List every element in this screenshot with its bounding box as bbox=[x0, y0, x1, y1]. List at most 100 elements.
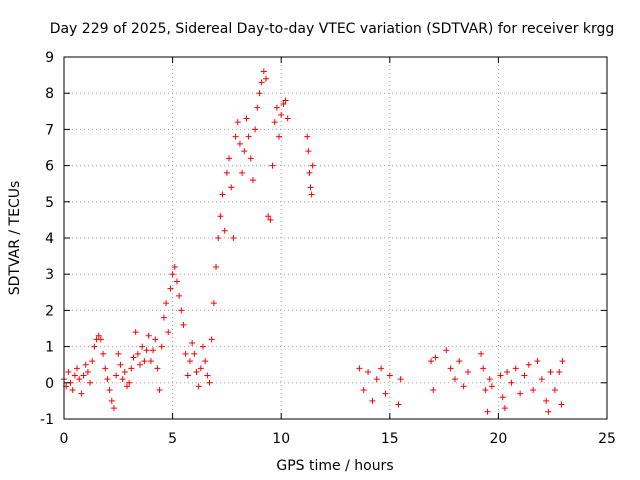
data-point bbox=[167, 285, 174, 292]
data-point bbox=[80, 372, 87, 379]
x-tick-label: 10 bbox=[272, 431, 290, 447]
data-point bbox=[484, 408, 491, 415]
data-point bbox=[241, 148, 248, 155]
data-point bbox=[110, 405, 117, 412]
data-point bbox=[228, 184, 235, 191]
data-point bbox=[176, 292, 183, 299]
data-point bbox=[456, 358, 463, 365]
data-point bbox=[119, 376, 126, 383]
data-point bbox=[551, 387, 558, 394]
data-point bbox=[521, 372, 528, 379]
data-point bbox=[200, 343, 207, 350]
data-point bbox=[180, 321, 187, 328]
data-point bbox=[232, 133, 239, 140]
data-point bbox=[360, 387, 367, 394]
data-point bbox=[488, 383, 495, 390]
data-point bbox=[217, 213, 224, 220]
data-point bbox=[525, 361, 532, 368]
data-point bbox=[171, 263, 178, 270]
data-point bbox=[309, 162, 316, 169]
data-point bbox=[447, 365, 454, 372]
data-point bbox=[173, 278, 180, 285]
data-point bbox=[501, 405, 508, 412]
data-point bbox=[78, 390, 85, 397]
data-point bbox=[206, 379, 213, 386]
data-point bbox=[543, 397, 550, 404]
data-marks bbox=[61, 68, 566, 415]
data-point bbox=[556, 368, 563, 375]
data-point bbox=[137, 361, 144, 368]
data-point bbox=[74, 365, 81, 372]
data-point bbox=[369, 397, 376, 404]
data-point bbox=[134, 350, 141, 357]
data-point bbox=[262, 75, 269, 82]
grid bbox=[64, 57, 607, 419]
data-point bbox=[104, 376, 111, 383]
x-tick-label: 0 bbox=[60, 431, 69, 447]
data-point bbox=[512, 365, 519, 372]
x-tick-label: 25 bbox=[598, 431, 616, 447]
data-point bbox=[547, 368, 554, 375]
x-tick-label: 5 bbox=[168, 431, 177, 447]
data-point bbox=[178, 307, 185, 314]
data-point bbox=[308, 191, 315, 198]
data-point bbox=[121, 368, 128, 375]
data-point bbox=[282, 97, 289, 104]
data-point bbox=[260, 68, 267, 75]
data-point bbox=[215, 235, 222, 241]
data-point bbox=[82, 361, 89, 368]
data-point bbox=[202, 358, 209, 365]
data-point bbox=[428, 358, 435, 365]
data-point bbox=[508, 379, 515, 386]
data-point bbox=[258, 79, 265, 86]
x-tick-label: 15 bbox=[381, 431, 399, 447]
data-point bbox=[223, 169, 230, 176]
data-point bbox=[219, 191, 226, 198]
data-point bbox=[386, 372, 393, 379]
data-point bbox=[243, 115, 250, 122]
data-point bbox=[193, 368, 200, 375]
data-point bbox=[69, 387, 76, 394]
data-point bbox=[106, 387, 113, 394]
data-point bbox=[497, 372, 504, 379]
data-point bbox=[443, 347, 450, 354]
data-point bbox=[451, 376, 458, 383]
data-point bbox=[102, 365, 109, 372]
data-point bbox=[365, 368, 372, 375]
data-point bbox=[382, 390, 389, 397]
data-point bbox=[210, 300, 217, 307]
y-tick-label: 4 bbox=[45, 231, 54, 247]
data-point bbox=[265, 213, 272, 220]
data-point bbox=[252, 126, 259, 133]
y-tick-label: 0 bbox=[45, 376, 54, 392]
data-point bbox=[356, 365, 363, 372]
data-point bbox=[156, 387, 163, 394]
data-point bbox=[126, 379, 133, 386]
data-point bbox=[247, 155, 254, 162]
data-point bbox=[160, 314, 167, 321]
data-point bbox=[87, 379, 94, 386]
data-point bbox=[197, 365, 204, 372]
y-tick-label: 6 bbox=[45, 159, 54, 175]
data-point bbox=[271, 119, 278, 126]
data-point bbox=[558, 401, 565, 408]
data-point bbox=[221, 227, 228, 234]
data-point bbox=[373, 376, 380, 383]
y-tick-label: 3 bbox=[45, 267, 54, 283]
data-point bbox=[559, 358, 566, 365]
data-point bbox=[267, 216, 274, 223]
data-point bbox=[158, 343, 165, 350]
data-point bbox=[163, 300, 170, 307]
data-point bbox=[213, 263, 220, 270]
data-point bbox=[91, 343, 98, 350]
data-point bbox=[430, 387, 437, 394]
y-tick-label: 7 bbox=[45, 122, 54, 138]
data-point bbox=[128, 365, 135, 372]
data-point bbox=[249, 177, 256, 184]
data-point bbox=[397, 376, 404, 383]
data-point bbox=[169, 271, 176, 278]
data-point bbox=[150, 347, 157, 354]
data-point bbox=[230, 235, 237, 241]
